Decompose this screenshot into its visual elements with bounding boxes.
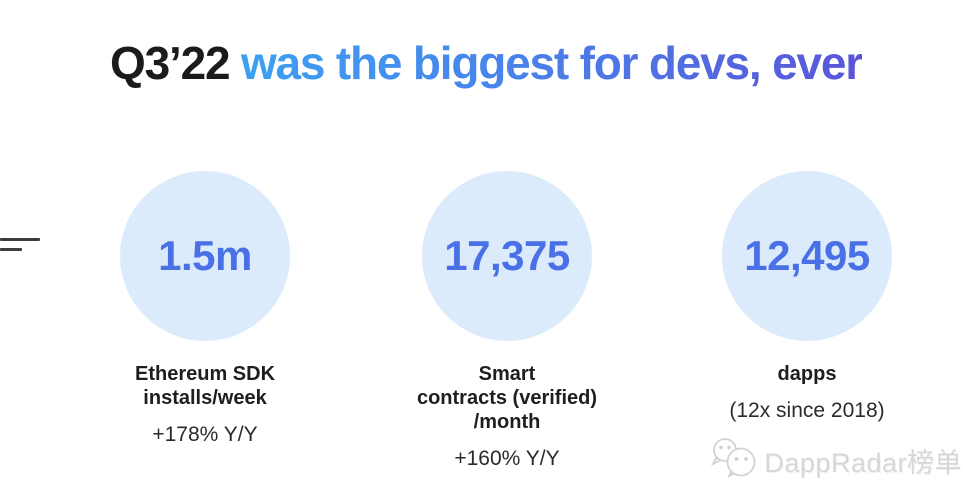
stat-value: 12,495 <box>744 232 870 279</box>
stat-label-line: installs/week <box>143 387 267 409</box>
stat-value: 17,375 <box>444 232 570 279</box>
stat-label-line: dapps <box>777 363 837 385</box>
stat-label: Smart contracts (verified) /month <box>377 362 637 434</box>
stat-dapps: 12,495 dapps (12x since 2018) <box>677 171 937 423</box>
page-title: Q3’22 was the biggest for devs, ever <box>0 36 972 90</box>
left-dash-short <box>0 248 22 251</box>
stat-circle: 1.5m <box>120 171 290 341</box>
wechat-icon <box>710 437 756 484</box>
stat-sub: +178% Y/Y <box>152 423 258 446</box>
stat-label: dapps <box>677 362 937 386</box>
stat-value: 1.5m <box>158 232 252 279</box>
title-highlight: was the biggest for devs, ever <box>229 37 863 89</box>
stat-smart-contracts: 17,375 Smart contracts (verified) /month… <box>377 171 637 471</box>
watermark-text: DappRadar榜单 <box>764 448 962 478</box>
title-prefix: Q3’22 <box>110 37 231 89</box>
stat-label-line: contracts (verified) <box>416 387 598 409</box>
stat-circle: 17,375 <box>422 171 592 341</box>
stat-circle: 12,495 <box>722 171 892 341</box>
stat-label: Ethereum SDK installs/week <box>75 362 335 410</box>
watermark: DappRadar榜单 <box>710 437 962 484</box>
stat-ethereum-sdk: 1.5m Ethereum SDK installs/week +178% Y/… <box>75 171 335 447</box>
stat-label-line: Ethereum SDK <box>134 363 276 385</box>
stat-label-line: Smart <box>478 363 536 385</box>
stat-label-line: /month <box>473 411 541 433</box>
left-dash-long <box>0 238 40 241</box>
stat-sub: +160% Y/Y <box>454 447 560 470</box>
stat-sub: (12x since 2018) <box>729 399 885 422</box>
